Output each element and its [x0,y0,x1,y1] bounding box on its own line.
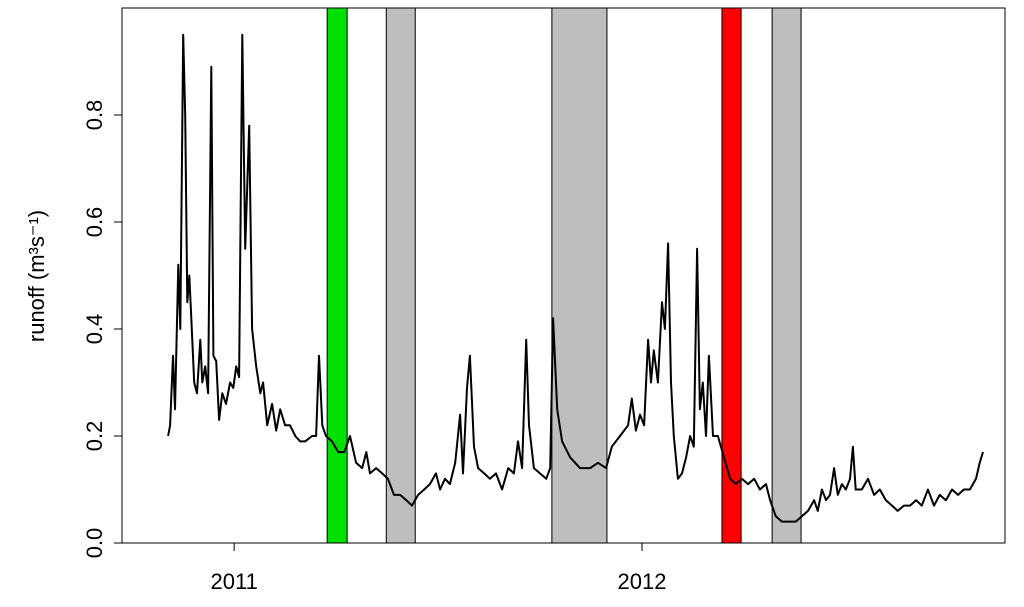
x-tick-label: 2012 [618,569,667,594]
y-tick-label: 0.2 [82,421,107,452]
period-band [326,7,348,544]
y-tick-label: 0.0 [82,528,107,559]
period-band [551,7,608,544]
period-band [771,7,802,544]
plot-frame [121,7,1006,544]
y-tick-label: 0.6 [82,207,107,238]
x-tick-label: 2011 [211,569,258,594]
y-tick-label: 0.4 [82,314,107,345]
period-band [385,7,416,544]
y-tick-label: 0.8 [82,100,107,131]
runoff-line [167,33,984,523]
y-axis-label: runoff (m³s⁻¹) [24,210,49,342]
